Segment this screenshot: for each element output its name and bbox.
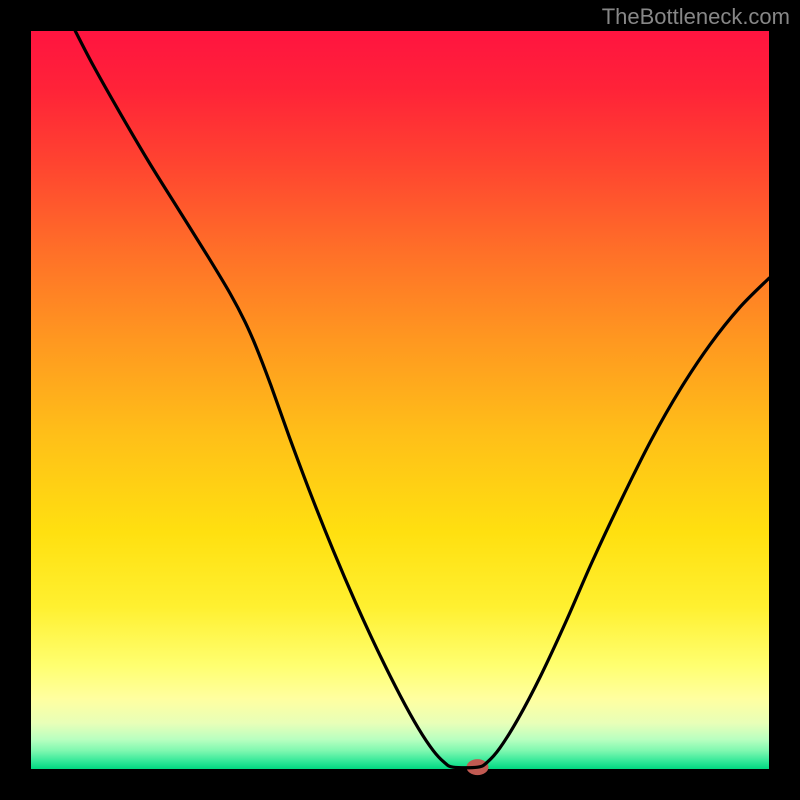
plot-background bbox=[31, 31, 769, 769]
chart-frame: TheBottleneck.com bbox=[0, 0, 800, 800]
bottleneck-chart bbox=[0, 0, 800, 800]
watermark-text: TheBottleneck.com bbox=[602, 4, 790, 30]
